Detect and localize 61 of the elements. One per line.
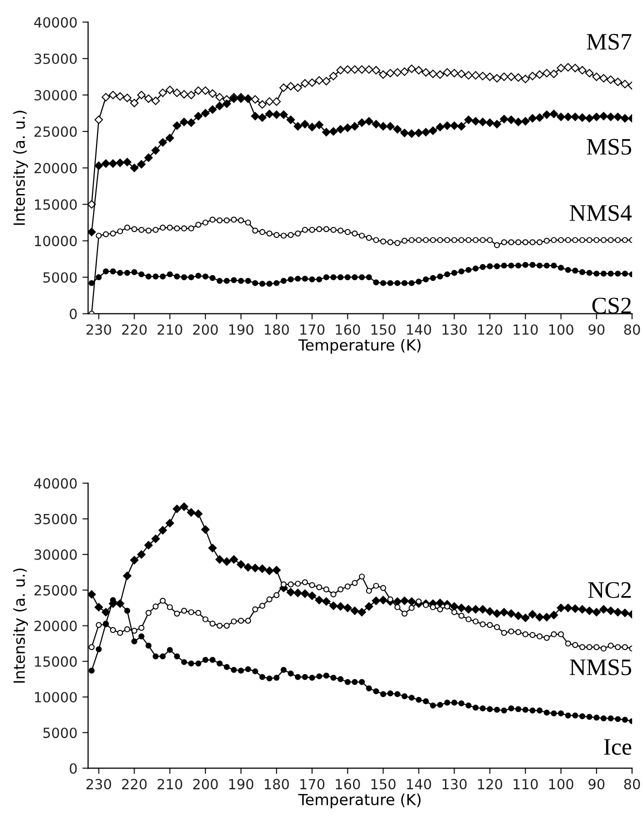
- x-tick-label: 230: [86, 778, 112, 790]
- x-tick-label: 230: [86, 324, 112, 335]
- y-tick-label: 15000: [35, 656, 77, 667]
- y-tick-label: 20000: [34, 162, 77, 174]
- x-tick-label: 160: [336, 324, 360, 335]
- x-tick-label: 150: [371, 324, 396, 335]
- y-axis-title: Intensity (a. u.): [13, 568, 28, 683]
- series-label: CS2: [592, 298, 631, 314]
- series-label: NMS5: [570, 659, 632, 676]
- x-tick-label: 200: [193, 778, 218, 790]
- series-label: NC2: [588, 582, 631, 598]
- y-tick-label: 20000: [34, 620, 77, 632]
- y-tick-label: 30000: [34, 90, 77, 100]
- x-tick-label: 180: [264, 324, 289, 335]
- y-tick-label: 40000: [34, 478, 77, 489]
- x-tick-label: 100: [549, 324, 574, 335]
- y-tick-label: 30000: [34, 549, 77, 560]
- y-tick-label: 25000: [34, 585, 77, 596]
- x-tick-label: 130: [442, 324, 467, 335]
- y-tick-label: 35000: [34, 54, 77, 64]
- x-tick-label: 80: [624, 778, 640, 790]
- x-tick-label: 80: [624, 324, 640, 335]
- x-tick-label: 90: [588, 324, 604, 335]
- x-tick-label: 170: [300, 324, 324, 335]
- x-tick-label: 140: [407, 778, 432, 790]
- x-tick-label: 110: [514, 324, 538, 335]
- series-label: MS7: [586, 34, 632, 50]
- y-tick-label: 0: [70, 308, 77, 320]
- series-label: Ice: [604, 739, 632, 755]
- x-tick-label: 180: [264, 778, 289, 790]
- x-tick-label: 220: [122, 778, 147, 790]
- y-tick-label: 10000: [35, 236, 77, 246]
- y-tick-label: 35000: [34, 514, 77, 524]
- x-tick-label: 90: [588, 778, 604, 790]
- x-tick-label: 190: [229, 778, 254, 790]
- x-axis-title: Temperature (K): [298, 338, 421, 354]
- series-label: NMS4: [570, 205, 632, 221]
- x-tick-label: 160: [336, 778, 360, 790]
- x-tick-label: 210: [158, 778, 182, 790]
- x-tick-label: 210: [158, 324, 182, 335]
- y-tick-label: 0: [70, 763, 77, 774]
- x-tick-label: 110: [514, 778, 538, 790]
- x-tick-label: 140: [407, 324, 432, 335]
- x-tick-label: 130: [442, 778, 467, 790]
- x-tick-label: 120: [478, 778, 502, 790]
- x-tick-label: 150: [371, 778, 396, 790]
- series-label: MS5: [586, 138, 632, 155]
- y-tick-label: 40000: [34, 17, 77, 28]
- x-tick-label: 220: [122, 324, 147, 335]
- x-tick-label: 120: [478, 324, 502, 335]
- x-tick-label: 190: [229, 324, 254, 335]
- x-tick-label: 200: [193, 324, 218, 335]
- x-tick-label: 170: [300, 778, 324, 790]
- y-tick-label: 15000: [35, 199, 77, 210]
- y-tick-label: 5000: [43, 728, 77, 738]
- y-tick-label: 5000: [43, 272, 77, 283]
- y-axis-title: Intensity (a. u.): [13, 110, 28, 225]
- x-axis-title: Temperature (K): [298, 793, 421, 808]
- y-tick-label: 25000: [34, 126, 77, 137]
- y-tick-label: 10000: [35, 692, 77, 702]
- x-tick-label: 100: [549, 778, 574, 790]
